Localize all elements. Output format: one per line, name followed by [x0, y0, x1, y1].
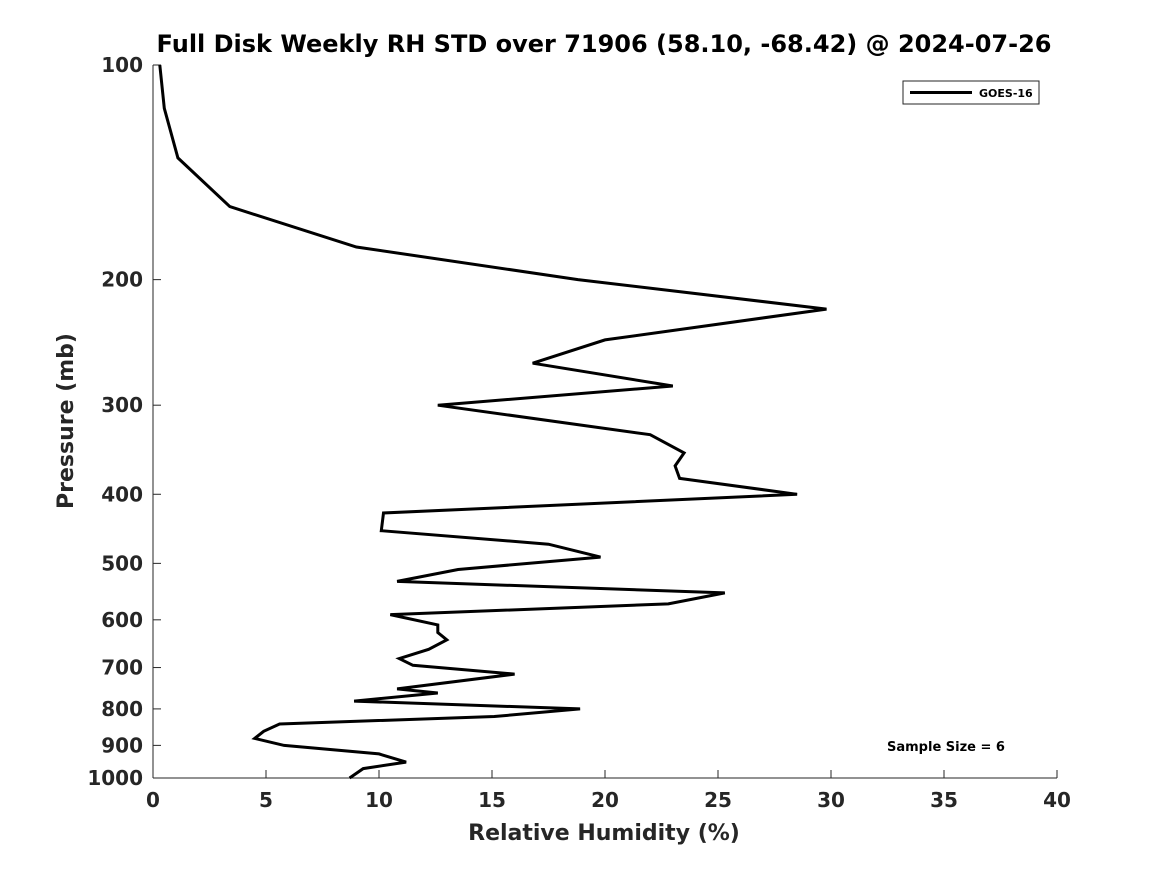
x-tick-label: 20: [591, 788, 619, 812]
y-axis-label: Pressure (mb): [54, 333, 79, 509]
x-tick-label: 0: [146, 788, 160, 812]
x-axis-ticks: 0 5 10 15 20 25 30 35 40: [146, 770, 1071, 812]
y-tick-label: 300: [101, 393, 143, 417]
y-tick-label: 500: [101, 551, 143, 575]
x-tick-label: 15: [478, 788, 506, 812]
y-tick-label: 200: [101, 268, 143, 292]
series-line-goes-16: [158, 64, 827, 780]
x-tick-label: 5: [259, 788, 273, 812]
y-axis-ticks: 100 200 300 400 500 600 700 800 900 1000: [87, 53, 161, 790]
y-tick-label: 700: [101, 656, 143, 680]
y-tick-label: 400: [101, 482, 143, 506]
x-tick-label: 35: [930, 788, 958, 812]
legend: GOES-16: [902, 80, 1040, 105]
x-tick-label: 25: [704, 788, 732, 812]
y-tick-label: 1000: [87, 766, 143, 790]
chart-title: Full Disk Weekly RH STD over 71906 (58.1…: [157, 30, 1052, 58]
legend-label-goes-16: GOES-16: [979, 87, 1033, 100]
x-axis-label: Relative Humidity (%): [468, 821, 740, 846]
y-tick-label: 900: [101, 733, 143, 757]
y-tick-label: 600: [101, 608, 143, 632]
sample-size-annotation: Sample Size = 6: [887, 740, 1005, 755]
x-tick-label: 40: [1043, 788, 1071, 812]
x-tick-label: 30: [817, 788, 845, 812]
y-tick-label: 800: [101, 697, 143, 721]
y-tick-label: 100: [101, 53, 143, 77]
x-tick-label: 10: [365, 788, 393, 812]
